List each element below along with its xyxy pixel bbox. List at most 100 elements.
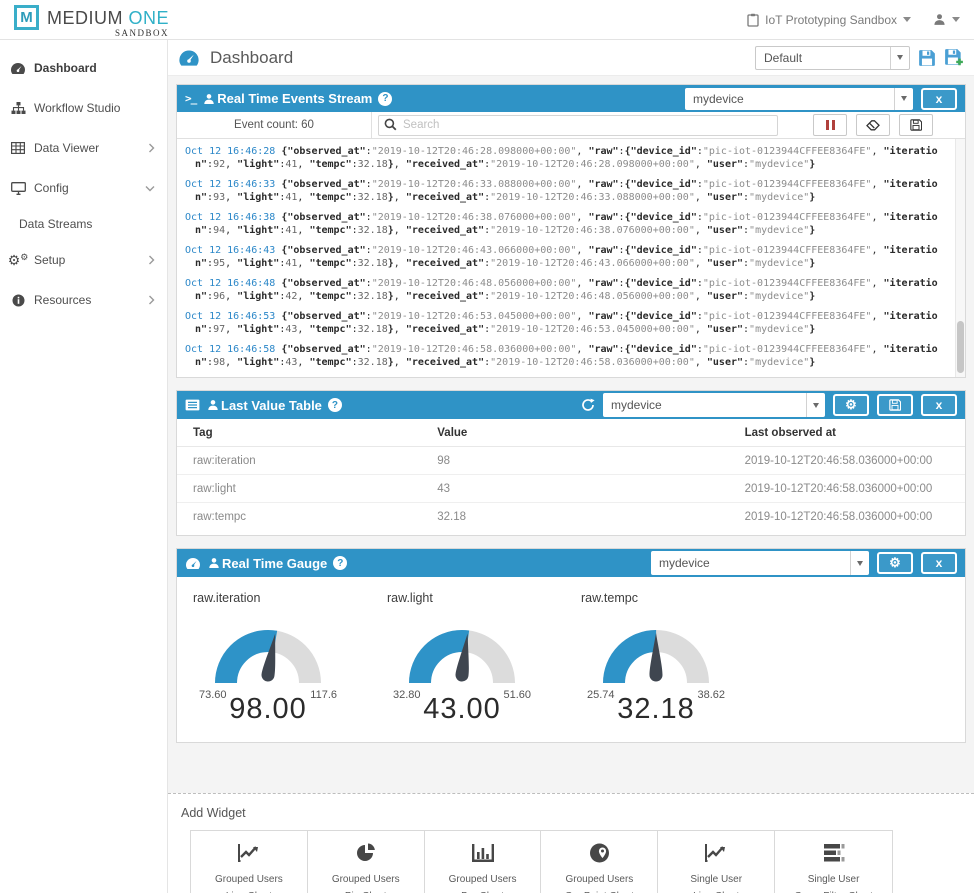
event-log[interactable]: Oct 12 16:46:28 {"observed_at":"2019-10-… — [177, 139, 965, 377]
gauge-needle — [649, 633, 663, 682]
cell-last-observed: 2019-10-12T20:46:58.036000+00:00 — [728, 446, 965, 475]
help-icon[interactable]: ? — [378, 91, 393, 106]
widget-card-single-user-line-chart[interactable]: Single User Line Chart — [658, 831, 776, 893]
sidebar-item-workflow-studio[interactable]: Workflow Studio — [0, 88, 167, 128]
sidebar-item-label: Setup — [34, 253, 66, 267]
workspace-label: IoT Prototyping Sandbox — [765, 12, 897, 27]
sidebar-item-setup[interactable]: ⚙ ⚙ Setup — [0, 240, 167, 280]
dashboard-preset-select[interactable]: Default — [755, 45, 910, 70]
widget-card-grouped-users-geopoint-chart[interactable]: Grouped Users GeoPoint Chart — [541, 831, 659, 893]
save-as-new-dashboard-icon[interactable] — [944, 48, 964, 67]
sidebar-item-config[interactable]: Config — [0, 168, 167, 208]
close-panel-button[interactable]: x — [921, 394, 957, 416]
sitemap-icon — [9, 101, 27, 115]
cell-tag: raw:light — [177, 474, 422, 503]
widget-card-line2: Line Chart — [658, 888, 774, 893]
device-select[interactable]: mydevice — [685, 87, 913, 110]
refresh-icon[interactable] — [581, 398, 595, 412]
table-icon — [9, 142, 27, 154]
logo-m-icon: M — [14, 4, 39, 30]
sidebar-item-data-streams[interactable]: Data Streams — [0, 208, 167, 240]
gauge-value: 32.18 — [617, 693, 695, 725]
cell-last-observed: 2019-10-12T20:46:58.036000+00:00 — [728, 474, 965, 503]
export-stream-button[interactable] — [899, 114, 933, 136]
chevron-down-icon — [903, 17, 911, 22]
cross-filter-icon — [775, 843, 892, 863]
chevron-down-icon — [952, 17, 960, 22]
widget-card-line2: Bar Chart — [425, 888, 541, 893]
sidebar-item-resources[interactable]: Resources — [0, 280, 167, 320]
clear-stream-button[interactable] — [856, 114, 890, 136]
user-menu[interactable] — [933, 13, 960, 26]
brand-accent: ONE — [128, 7, 170, 28]
events-toolbar: Event count: 60 — [177, 112, 965, 139]
close-panel-button[interactable]: x — [921, 87, 957, 110]
top-header: M MEDIUM ONE SANDBOX IoT Prototyping San… — [0, 0, 974, 40]
gauge-label: raw.iteration — [193, 591, 261, 605]
gauge-min: 25.74 — [587, 689, 615, 701]
sidebar-item-data-viewer[interactable]: Data Viewer — [0, 128, 167, 168]
save-icon — [910, 119, 922, 131]
help-icon[interactable]: ? — [333, 556, 348, 570]
widget-card-grouped-users-line-chart[interactable]: Grouped Users Line Chart — [191, 831, 308, 893]
widget-card-grouped-users-bar-chart[interactable]: Grouped Users Bar Chart — [425, 831, 542, 893]
export-button[interactable] — [877, 394, 913, 416]
add-widget-title: Add Widget — [181, 806, 246, 820]
list-table-icon — [185, 399, 200, 411]
scrollbar[interactable] — [955, 139, 965, 377]
gauge-raw-iteration: raw.iteration 73.60 117.6 98.00 — [193, 591, 343, 726]
gears-icon: ⚙ ⚙ — [7, 252, 29, 268]
sidebar-item-label: Dashboard — [34, 61, 97, 75]
device-value: mydevice — [693, 91, 744, 106]
widget-card-line1: Single User — [690, 874, 743, 885]
gauge-label: raw.light — [387, 591, 433, 605]
device-value: mydevice — [659, 556, 710, 570]
save-dashboard-icon[interactable] — [918, 49, 936, 67]
device-select[interactable]: mydevice — [651, 551, 869, 575]
line-chart-icon — [191, 843, 307, 863]
widget-card-line1: Grouped Users — [565, 874, 634, 885]
pause-stream-button[interactable] — [813, 114, 847, 136]
events-stream-panel: >_ Real Time Events Stream ? mydevice x — [176, 84, 966, 378]
dashboard-icon — [178, 49, 200, 67]
gauge-label: raw.tempc — [581, 591, 638, 605]
gauges: raw.iteration 73.60 117.6 98.00 — [177, 577, 965, 742]
brand-logo: M MEDIUM ONE SANDBOX — [14, 2, 169, 38]
panel-title: Real Time Gauge — [222, 555, 328, 571]
sidebar: Dashboard Workflow Studio Data Viewer Co… — [0, 40, 168, 893]
gauge-needle — [455, 633, 469, 682]
close-panel-button[interactable]: x — [921, 552, 957, 574]
gauge-max: 117.6 — [310, 689, 337, 701]
workspace-selector[interactable]: IoT Prototyping Sandbox — [747, 13, 911, 27]
cell-value: 32.18 — [437, 511, 467, 523]
cell-value: 98 — [421, 446, 729, 475]
last-value-table: Tag Value Last observed at raw:iteration… — [177, 419, 965, 530]
widget-card-line1: Single User — [807, 874, 860, 885]
widget-card-grouped-users-pie-chart[interactable]: Grouped Users Pie Chart — [308, 831, 425, 893]
monitor-icon — [9, 181, 27, 195]
sidebar-item-label: Config — [34, 181, 69, 195]
search-input[interactable] — [378, 114, 778, 136]
widget-card-single-user-cross-filter-chart[interactable]: Single User Cross Filter Chart — [775, 831, 892, 893]
gauge-dial — [409, 630, 515, 684]
event-count: Event count: 60 — [177, 112, 372, 138]
scrollbar-thumb[interactable] — [957, 321, 964, 373]
sidebar-item-dashboard[interactable]: Dashboard — [0, 48, 167, 88]
pie-chart-icon — [308, 843, 424, 863]
column-header-last-observed: Last observed at — [728, 419, 965, 447]
chevron-right-icon — [148, 255, 155, 265]
chevron-down-icon — [145, 185, 155, 192]
help-icon[interactable]: ? — [327, 398, 342, 412]
settings-button[interactable]: ⚙ — [833, 394, 869, 416]
gauge-needle — [261, 633, 276, 682]
widget-card-line1: Grouped Users — [215, 874, 283, 885]
brand-subtitle: SANDBOX — [115, 27, 170, 38]
device-select[interactable]: mydevice — [603, 393, 825, 417]
select-caret-icon — [894, 87, 913, 110]
widget-cards: Grouped Users Line Chart Grouped Users P… — [190, 830, 893, 893]
column-header-tag: Tag — [177, 419, 422, 447]
settings-button[interactable]: ⚙ — [877, 552, 913, 574]
bar-chart-icon — [425, 843, 541, 863]
terminal-icon: >_ — [185, 92, 197, 105]
clipboard-icon — [747, 13, 759, 27]
